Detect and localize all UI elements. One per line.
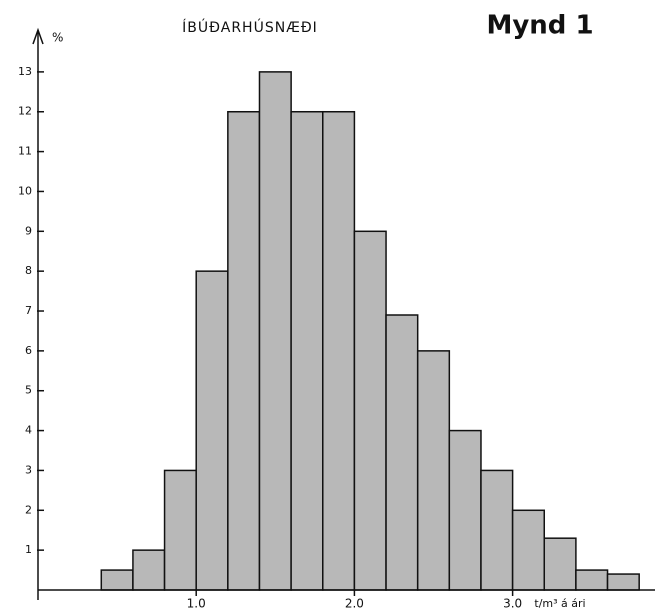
x-axis-label: t/m³ á ári [534,597,585,610]
y-tick-label: 1 [25,543,32,556]
x-tick-label: 2.0 [345,597,364,611]
y-tick-label: 6 [25,344,32,357]
bar [322,110,356,591]
bar [195,270,229,591]
bar [258,71,292,591]
y-tick-label: 12 [18,105,32,118]
y-tick-label: 11 [18,145,32,158]
y-tick-label: 7 [25,304,32,317]
bar [480,469,514,591]
chart-title: ÍBÚÐARHÚSNÆÐI [182,18,318,36]
y-tick-label: 5 [25,384,32,397]
y-tick-label: 8 [25,264,32,277]
bar [100,569,134,591]
x-tick-label: 3.0 [503,597,522,611]
y-axis-arrow [32,27,44,45]
bar [385,314,419,591]
bar [543,537,577,591]
bar [132,549,166,591]
y-axis-label: % [52,31,63,45]
bar [290,110,324,591]
bar [227,110,261,591]
bar [448,429,482,591]
bar [416,350,451,591]
bar [511,509,546,591]
bar [163,469,197,591]
bar [353,230,387,591]
y-tick-label: 13 [18,65,32,78]
bar [606,573,640,591]
bar [575,569,609,591]
y-tick-label: 9 [25,224,32,237]
y-tick-label: 3 [25,463,32,476]
y-tick-label: 10 [18,184,32,197]
chart-subtitle: Mynd 1 [486,11,593,41]
y-tick-label: 4 [25,424,32,437]
x-tick-label: 1.0 [187,597,206,611]
y-tick-label: 2 [25,503,32,516]
